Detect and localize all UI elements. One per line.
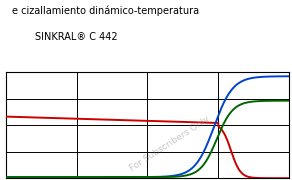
Text: SINKRAL® C 442: SINKRAL® C 442 xyxy=(35,32,118,42)
Text: For Subscribers Only: For Subscribers Only xyxy=(128,115,212,174)
Text: e cizallamiento dinámico-temperatura: e cizallamiento dinámico-temperatura xyxy=(12,5,199,16)
